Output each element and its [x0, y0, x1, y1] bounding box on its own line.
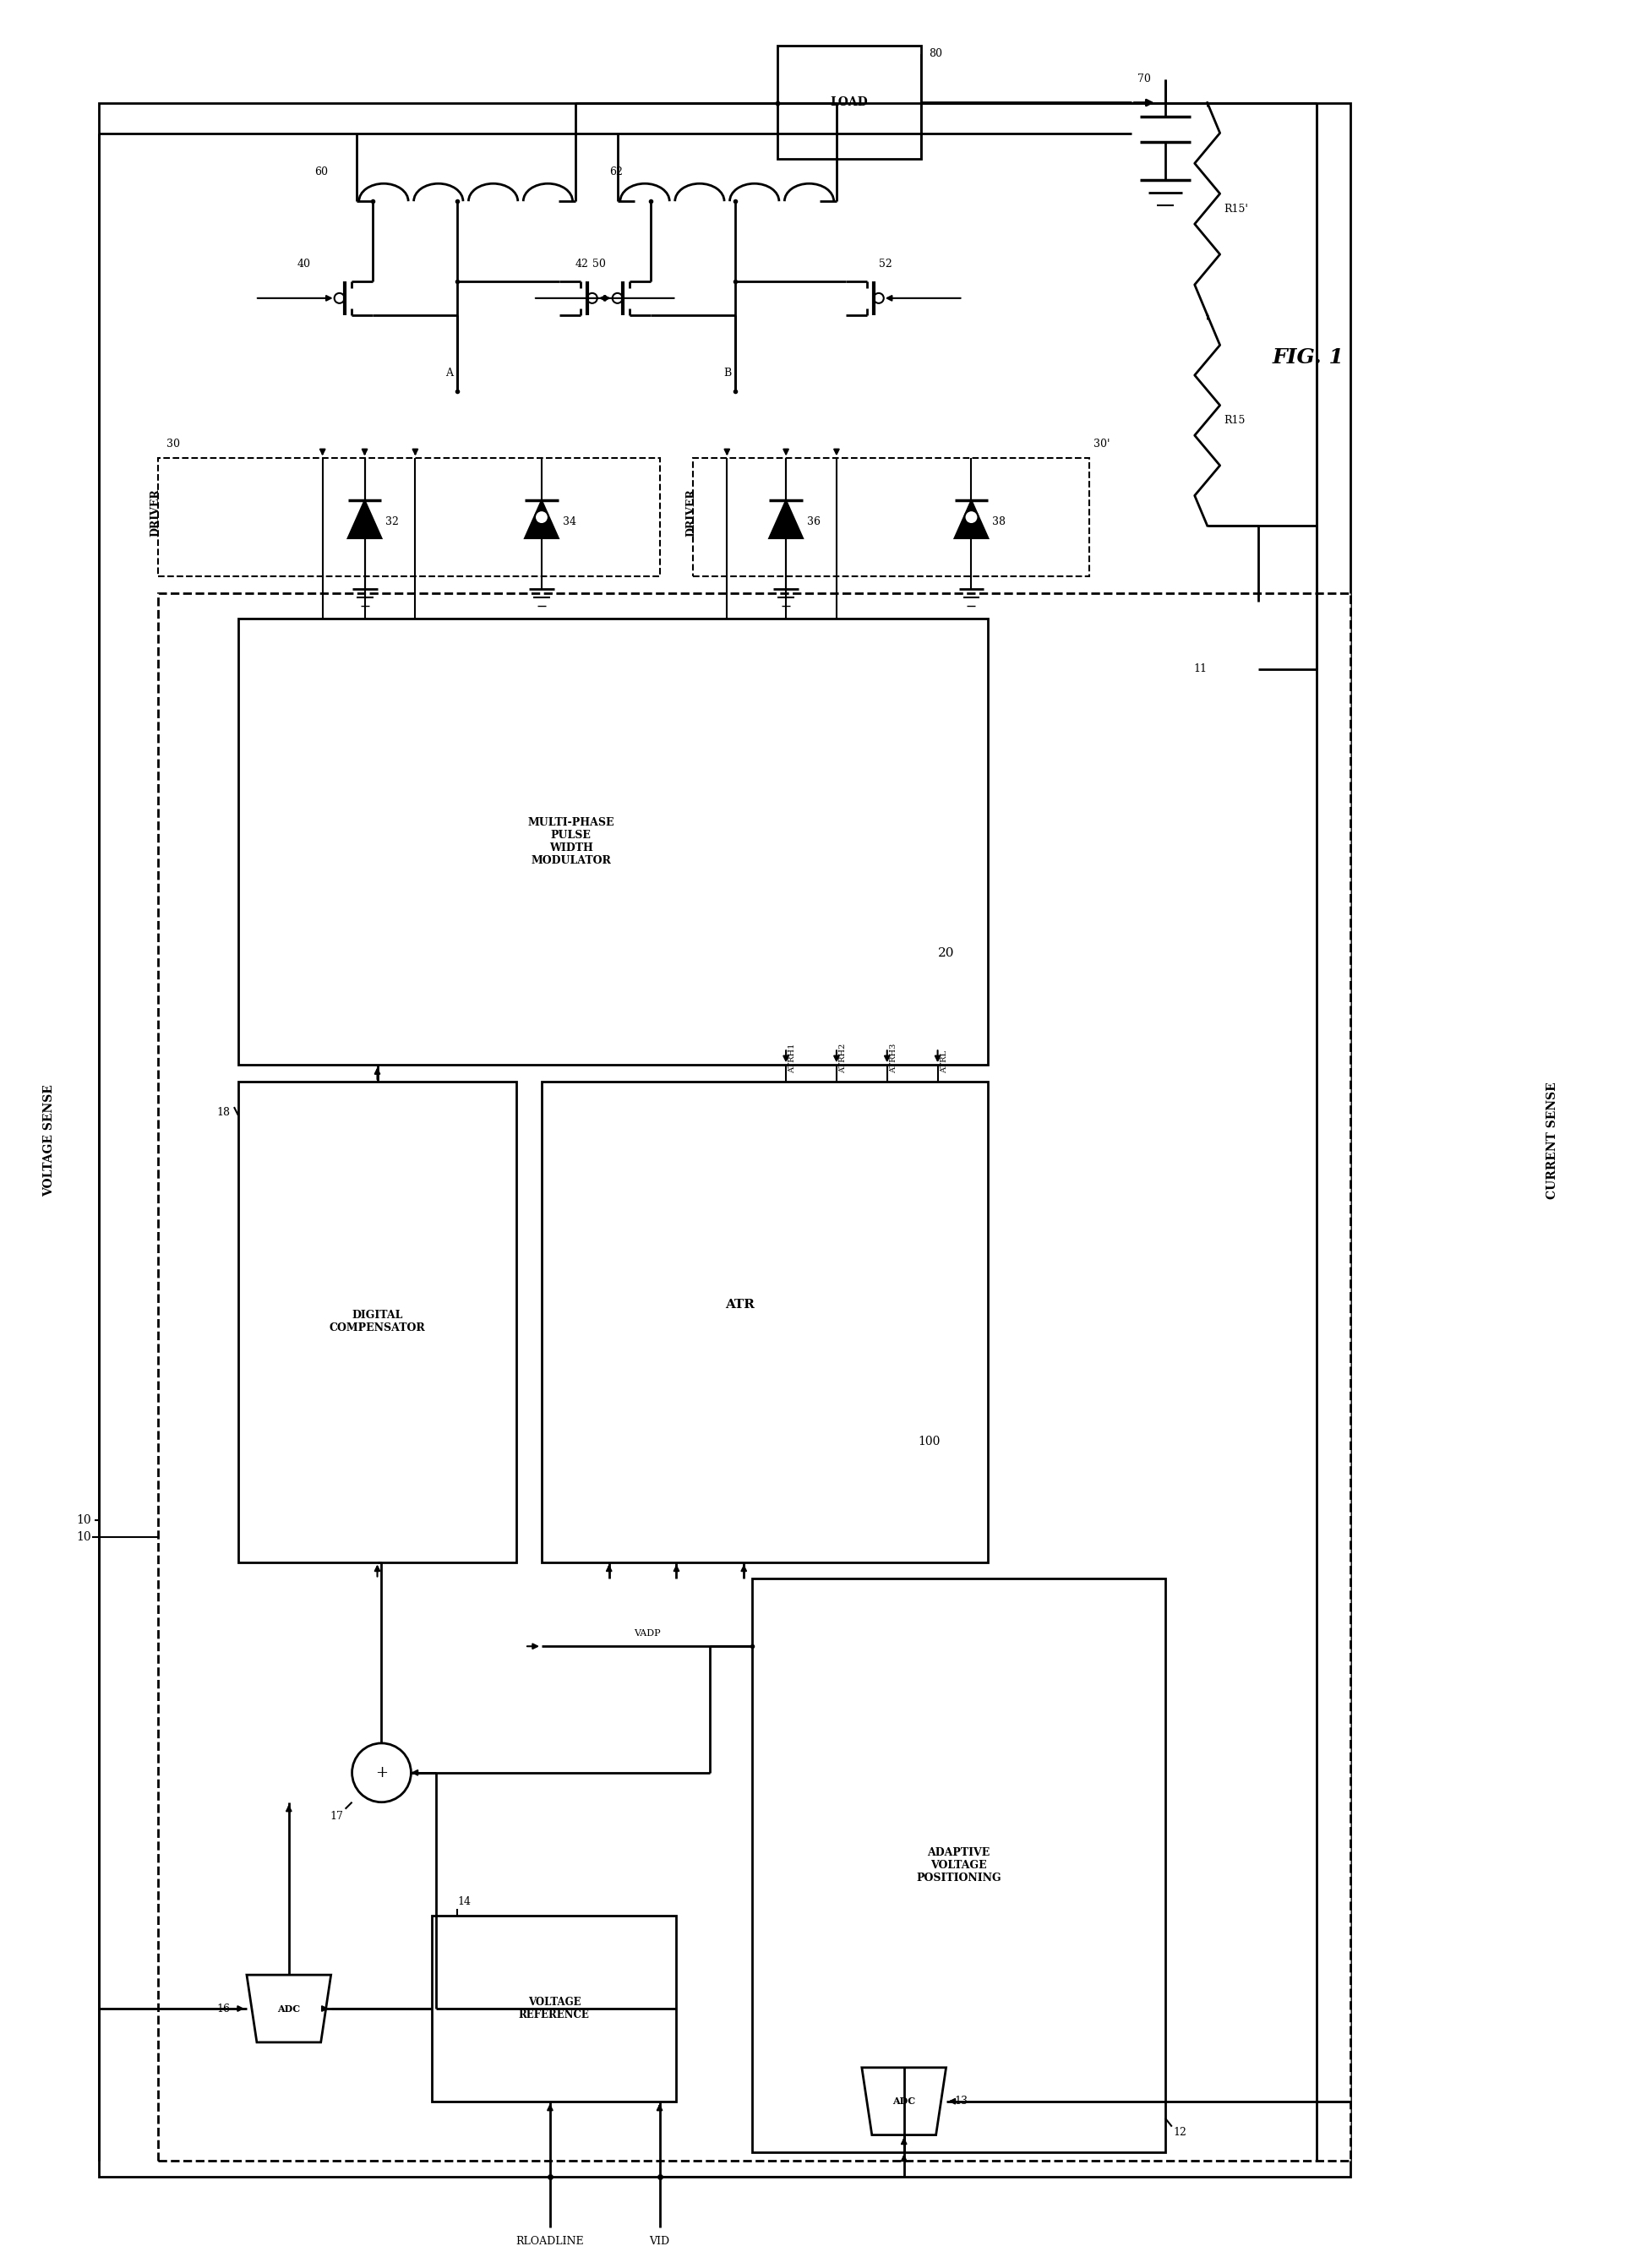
- Text: 10: 10: [75, 1515, 92, 1526]
- Bar: [432, 1916, 676, 2100]
- Text: 30': 30': [1093, 438, 1109, 449]
- Text: 70: 70: [1137, 73, 1150, 84]
- Polygon shape: [862, 2068, 946, 2134]
- Polygon shape: [954, 501, 988, 538]
- Text: DRIVER: DRIVER: [151, 490, 162, 538]
- Text: ATRH2: ATRH2: [839, 1043, 847, 1073]
- Text: VADP: VADP: [633, 1628, 661, 1637]
- Text: 10: 10: [75, 1531, 92, 1542]
- Text: ADAPTIVE
VOLTAGE
POSITIONING: ADAPTIVE VOLTAGE POSITIONING: [916, 1846, 1001, 1882]
- Text: LOAD: LOAD: [829, 95, 869, 109]
- Text: VOLTAGE
REFERENCE: VOLTAGE REFERENCE: [519, 1996, 589, 2021]
- Text: 50: 50: [592, 259, 605, 270]
- Bar: [100, 102, 1351, 2177]
- Circle shape: [334, 293, 345, 304]
- Text: 30: 30: [167, 438, 180, 449]
- Polygon shape: [769, 501, 803, 538]
- Text: 40: 40: [298, 259, 311, 270]
- Text: 38: 38: [993, 515, 1006, 526]
- Text: 36: 36: [807, 515, 821, 526]
- Text: 18: 18: [216, 1107, 229, 1118]
- Text: 17: 17: [330, 1810, 344, 1821]
- Text: VOLTAGE SENSE: VOLTAGE SENSE: [43, 1084, 54, 1198]
- Polygon shape: [525, 501, 558, 538]
- Text: RLOADLINE: RLOADLINE: [515, 2236, 584, 2248]
- Text: 62: 62: [609, 166, 622, 177]
- Bar: [777, 45, 921, 159]
- Text: ATRH1: ATRH1: [789, 1043, 797, 1073]
- Text: 20: 20: [937, 948, 954, 959]
- Text: 16: 16: [216, 2003, 229, 2014]
- Circle shape: [535, 510, 548, 524]
- Circle shape: [874, 293, 883, 304]
- Bar: [159, 458, 659, 576]
- Bar: [542, 1082, 988, 1563]
- Polygon shape: [247, 1975, 330, 2041]
- Text: ADC: ADC: [278, 2005, 301, 2014]
- Text: ATR: ATR: [725, 1300, 754, 1311]
- Text: B: B: [723, 367, 731, 379]
- Bar: [239, 1082, 517, 1563]
- Text: 34: 34: [563, 515, 576, 526]
- Bar: [239, 619, 988, 1066]
- Text: +: +: [375, 1765, 388, 1780]
- Text: 60: 60: [314, 166, 327, 177]
- Text: 14: 14: [458, 1896, 471, 1907]
- Circle shape: [587, 293, 597, 304]
- Text: ATRH3: ATRH3: [890, 1043, 897, 1073]
- Text: R15': R15': [1224, 204, 1248, 215]
- Text: A: A: [445, 367, 453, 379]
- Bar: [694, 458, 1090, 576]
- Text: ADC: ADC: [893, 2096, 916, 2107]
- Text: 32: 32: [386, 515, 399, 526]
- Bar: [753, 1579, 1165, 2152]
- Bar: [159, 592, 1351, 2159]
- Text: 52: 52: [879, 259, 892, 270]
- Text: FIG. 1: FIG. 1: [1273, 347, 1345, 367]
- Text: 12: 12: [1173, 2127, 1188, 2136]
- Text: DRIVER: DRIVER: [685, 490, 697, 538]
- Circle shape: [965, 510, 978, 524]
- Circle shape: [612, 293, 623, 304]
- Text: 42: 42: [576, 259, 589, 270]
- Polygon shape: [348, 501, 381, 538]
- Text: CURRENT SENSE: CURRENT SENSE: [1548, 1082, 1559, 1200]
- Text: ATRL: ATRL: [941, 1050, 947, 1073]
- Text: R15: R15: [1224, 415, 1245, 426]
- Text: 11: 11: [1194, 665, 1207, 674]
- Circle shape: [352, 1744, 411, 1803]
- Text: 13: 13: [954, 2096, 969, 2107]
- Text: 80: 80: [929, 48, 942, 59]
- Text: 100: 100: [918, 1436, 941, 1447]
- Text: MULTI-PHASE
PULSE
WIDTH
MODULATOR: MULTI-PHASE PULSE WIDTH MODULATOR: [528, 816, 615, 866]
- Text: DIGITAL
COMPENSATOR: DIGITAL COMPENSATOR: [329, 1311, 425, 1334]
- Text: VID: VID: [649, 2236, 669, 2248]
- Polygon shape: [1216, 601, 1301, 669]
